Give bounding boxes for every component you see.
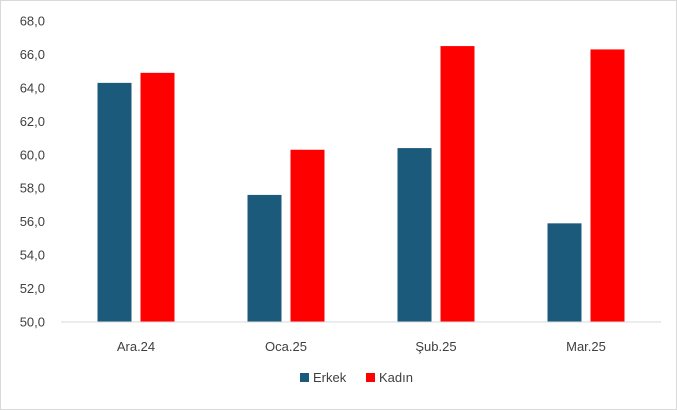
legend-label-erkek: Erkek bbox=[313, 370, 347, 385]
legend-swatch-erkek bbox=[300, 373, 309, 382]
y-tick-label: 52,0 bbox=[20, 281, 45, 296]
x-tick-label: Şub.25 bbox=[415, 339, 456, 354]
y-axis: 50,0 52,0 54,0 56,0 58,0 60,0 62,0 64,0 66,0 68,0 bbox=[20, 14, 45, 330]
y-tick-label: 50,0 bbox=[20, 315, 45, 330]
legend-swatch-kadın bbox=[366, 373, 375, 382]
bar-erkek-1 bbox=[247, 194, 282, 322]
y-tick-label: 66,0 bbox=[20, 47, 45, 62]
x-tick-label: Mar.25 bbox=[566, 339, 606, 354]
bars bbox=[97, 46, 625, 323]
y-tick-label: 60,0 bbox=[20, 147, 45, 162]
y-tick-label: 68,0 bbox=[20, 14, 45, 29]
y-tick-label: 58,0 bbox=[20, 181, 45, 196]
x-tick-label: Ara.24 bbox=[117, 339, 155, 354]
y-tick-label: 54,0 bbox=[20, 248, 45, 263]
x-tick-label: Oca.25 bbox=[265, 339, 307, 354]
bar-erkek-2 bbox=[397, 148, 432, 322]
legend: Erkek Kadın bbox=[300, 370, 413, 385]
bar-kadın-0 bbox=[140, 72, 175, 322]
bar-kadın-1 bbox=[290, 149, 325, 322]
bar-kadın-2 bbox=[440, 46, 475, 322]
y-tick-label: 56,0 bbox=[20, 214, 45, 229]
y-tick-label: 64,0 bbox=[20, 80, 45, 95]
bar-kadın-3 bbox=[590, 49, 625, 323]
y-tick-label: 62,0 bbox=[20, 114, 45, 129]
bar-erkek-0 bbox=[97, 82, 132, 322]
x-axis: Ara.24 Oca.25 Şub.25 Mar.25 bbox=[117, 339, 606, 354]
legend-label-kadın: Kadın bbox=[379, 370, 413, 385]
bar-erkek-3 bbox=[547, 223, 582, 322]
